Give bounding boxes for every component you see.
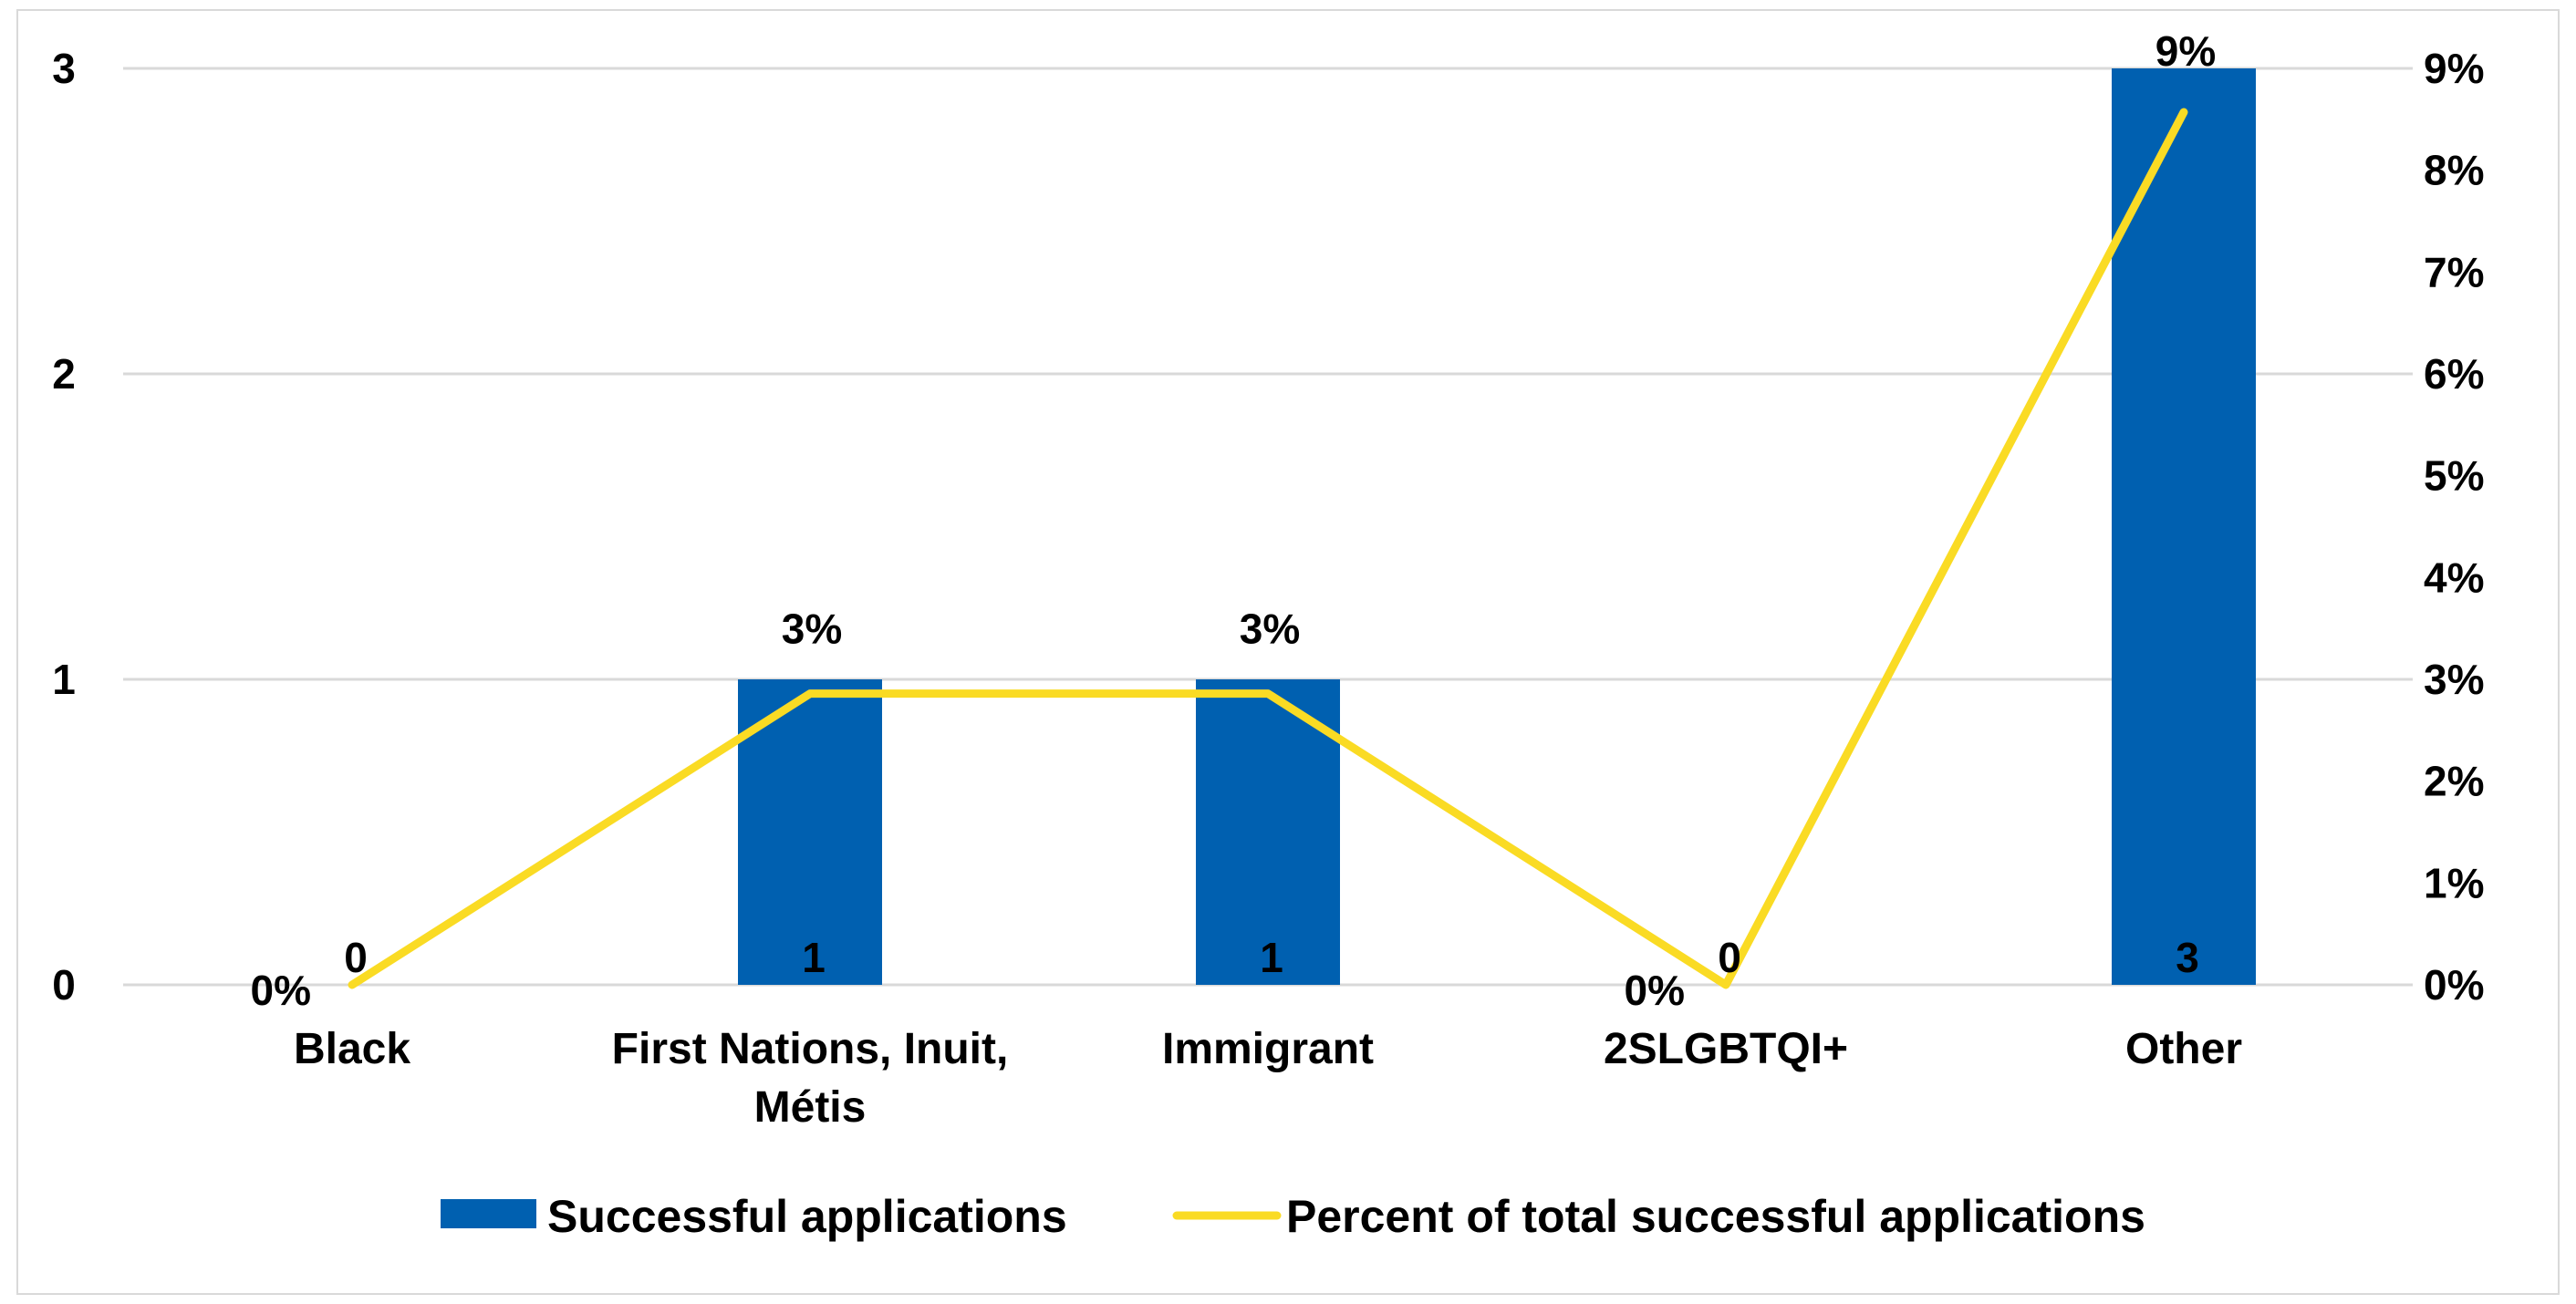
- y-axis-right: 0% 1% 2% 3% 4% 5% 6% 7% 8% 9%: [2424, 45, 2484, 1009]
- category-label: First Nations, Inuit,: [612, 1025, 1009, 1073]
- series-line: [348, 108, 2188, 989]
- category-label: Other: [2125, 1025, 2242, 1073]
- bar-data-labels: 0 1 1 0 3: [344, 934, 2199, 981]
- y-right-tick-label: 1%: [2424, 859, 2484, 906]
- bar-data-label: 0: [344, 934, 368, 981]
- y-right-tick-label: 9%: [2424, 45, 2484, 92]
- category-label: 2SLGBTQI+: [1604, 1025, 1848, 1073]
- line-data-label: 3%: [782, 605, 842, 653]
- x-axis-categories: Black First Nations, Inuit, Métis Immigrant…: [294, 1025, 2242, 1132]
- y-right-tick-label: 7%: [2424, 248, 2484, 295]
- line-data-labels: 0% 3% 3% 0% 9%: [251, 27, 2217, 1014]
- y-right-tick-label: 6%: [2424, 350, 2484, 398]
- bar-4: [2112, 68, 2256, 985]
- y-right-tick-label: 4%: [2424, 554, 2484, 601]
- y-right-tick-label: 0%: [2424, 961, 2484, 1009]
- bar-2: [1196, 679, 1340, 985]
- legend-label-bars: Successful applications: [547, 1191, 1067, 1242]
- legend: Successful applications Percent of total …: [441, 1191, 2145, 1242]
- y-left-tick-label: 0: [52, 961, 76, 1009]
- line-data-label: 0%: [251, 967, 311, 1014]
- category-label: Métis: [754, 1083, 867, 1132]
- y-right-tick-label: 3%: [2424, 656, 2484, 703]
- line-data-label: 9%: [2155, 27, 2216, 75]
- legend-swatch-bars: [441, 1199, 536, 1228]
- line-data-label: 3%: [1240, 605, 1300, 653]
- category-label: Immigrant: [1162, 1025, 1374, 1073]
- bar-data-label: 0: [1718, 934, 1741, 981]
- bar-data-label: 1: [802, 934, 826, 981]
- line-series: [348, 108, 2188, 989]
- y-right-tick-label: 8%: [2424, 147, 2484, 194]
- bar-1: [738, 679, 882, 985]
- bar-series: [738, 68, 2256, 985]
- line-data-label: 0%: [1625, 967, 1685, 1014]
- category-label: Black: [294, 1025, 410, 1073]
- y-left-tick-label: 3: [52, 45, 76, 92]
- bar-data-label: 3: [2176, 934, 2199, 981]
- y-right-tick-label: 2%: [2424, 758, 2484, 805]
- y-left-tick-label: 1: [52, 656, 76, 703]
- y-left-tick-label: 2: [52, 350, 76, 398]
- y-axis-left: 0 1 2 3: [52, 45, 76, 1009]
- y-right-tick-label: 5%: [2424, 452, 2484, 500]
- bar-data-label: 1: [1260, 934, 1283, 981]
- legend-label-line: Percent of total successful applications: [1286, 1191, 2145, 1242]
